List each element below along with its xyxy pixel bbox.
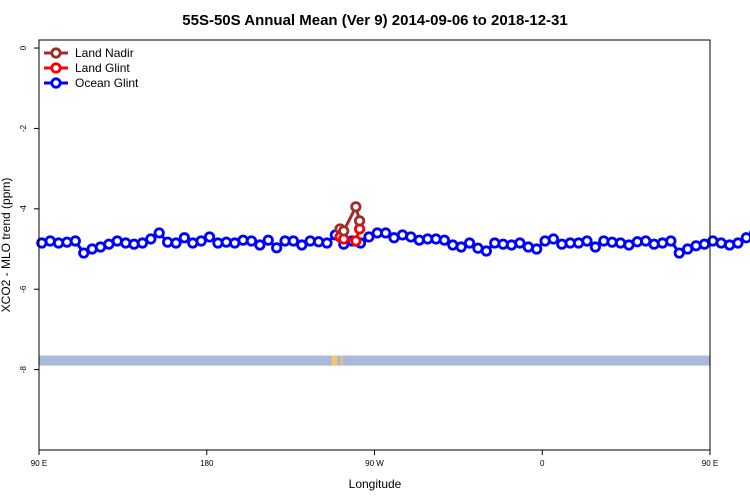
- series-layer: [36, 201, 750, 259]
- y-tick-label: 0: [19, 45, 28, 50]
- data-point: [732, 237, 744, 249]
- x-tick-label: 90 E: [702, 459, 718, 468]
- data-point: [262, 234, 274, 246]
- data-point: [363, 231, 375, 243]
- data-point: [78, 247, 90, 259]
- x-tick-label: 90 W: [365, 459, 384, 468]
- data-point: [547, 233, 560, 245]
- data-point: [245, 235, 258, 247]
- data-point: [69, 235, 81, 247]
- data-point: [480, 245, 492, 257]
- y-tick-label: -8: [19, 366, 28, 374]
- data-point: [438, 234, 450, 246]
- land-segment: [340, 355, 343, 366]
- y-tick-label: -2: [19, 124, 28, 132]
- y-axis: 0 -2 -4 -6 -8: [19, 45, 39, 373]
- data-point: [287, 235, 300, 247]
- data-point: [581, 235, 593, 247]
- y-tick-label: -4: [19, 205, 28, 213]
- legend-label: Land Nadir: [75, 46, 134, 60]
- series-ocean-glint: [36, 227, 750, 259]
- data-point: [514, 237, 526, 249]
- data-point: [380, 227, 392, 239]
- data-point: [673, 247, 685, 259]
- ocean-band: [39, 355, 710, 366]
- data-point: [153, 227, 165, 239]
- chart-title: 55S-50S Annual Mean (Ver 9) 2014-09-06 t…: [182, 12, 567, 29]
- legend-label: Land Glint: [75, 61, 130, 75]
- data-point: [296, 239, 308, 251]
- data-point: [665, 235, 677, 247]
- data-point: [136, 237, 149, 249]
- series-land-nadir: [334, 201, 366, 237]
- data-point: [531, 243, 543, 255]
- data-point: [338, 225, 350, 237]
- x-tick-label: 90 E: [31, 459, 47, 468]
- data-point: [178, 232, 190, 244]
- legend-label: Ocean Glint: [75, 76, 139, 90]
- legend-swatch-marker: [50, 77, 62, 89]
- land-band: [39, 355, 710, 366]
- data-point: [321, 237, 333, 249]
- data-point: [455, 241, 467, 253]
- data-point: [589, 241, 601, 253]
- data-point: [145, 233, 157, 245]
- x-axis-label: Longitude: [349, 477, 402, 491]
- land-segment: [331, 355, 338, 366]
- data-point: [690, 240, 702, 252]
- data-point: [271, 242, 283, 254]
- data-point: [203, 231, 216, 243]
- legend-swatch-marker: [50, 62, 62, 74]
- data-point: [740, 232, 750, 244]
- data-point: [463, 237, 476, 249]
- y-axis-label: XCO2 - MLO trend (ppm): [0, 178, 13, 313]
- x-tick-label: 0: [540, 459, 545, 468]
- y-tick-label: -6: [19, 285, 28, 293]
- data-point: [170, 237, 182, 249]
- data-point: [353, 215, 366, 227]
- data-point: [254, 239, 266, 251]
- x-tick-label: 180: [200, 459, 214, 468]
- legend-swatch-marker: [50, 47, 62, 59]
- data-point: [350, 235, 362, 247]
- data-point: [350, 201, 362, 213]
- data-point: [195, 235, 207, 247]
